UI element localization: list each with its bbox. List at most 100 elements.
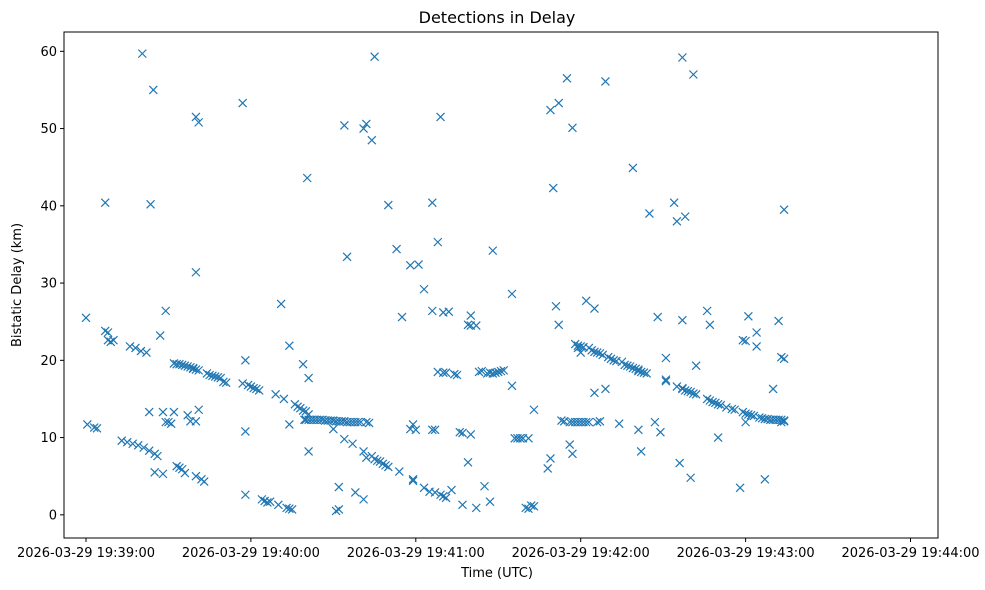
y-tick-label: 30	[40, 277, 57, 292]
data-point	[721, 403, 731, 412]
data-point	[100, 198, 110, 208]
data-point	[727, 404, 737, 414]
data-point	[172, 461, 182, 471]
data-point	[466, 311, 476, 320]
data-point	[590, 347, 599, 357]
data-point	[592, 348, 602, 358]
data-point	[650, 417, 660, 427]
data-point	[282, 503, 292, 513]
data-point	[194, 117, 204, 127]
data-point	[161, 306, 171, 316]
data-point	[466, 430, 476, 439]
data-point	[636, 447, 646, 456]
data-point	[741, 409, 751, 419]
data-point	[300, 415, 309, 425]
data-point	[677, 53, 687, 62]
data-point	[584, 417, 594, 427]
data-point	[590, 388, 599, 398]
data-point	[565, 440, 575, 449]
data-point	[191, 112, 201, 122]
data-point	[284, 420, 294, 429]
data-point	[169, 407, 179, 417]
data-point	[779, 354, 789, 364]
data-point	[485, 497, 495, 507]
data-point	[122, 437, 132, 447]
data-point	[463, 457, 473, 467]
data-point	[438, 491, 448, 501]
data-point	[191, 267, 201, 277]
data-point	[677, 315, 687, 325]
data-point	[238, 98, 248, 108]
data-point	[254, 386, 264, 395]
data-point	[488, 369, 498, 378]
data-point	[702, 394, 712, 404]
data-point	[158, 407, 168, 417]
data-point	[304, 447, 314, 456]
data-point	[708, 397, 718, 407]
data-point	[361, 417, 371, 427]
data-point	[776, 415, 786, 425]
data-point	[557, 416, 566, 426]
data-point	[240, 426, 250, 436]
data-point	[592, 417, 602, 427]
data-point	[581, 296, 591, 306]
data-point	[109, 335, 118, 345]
data-point	[438, 368, 448, 378]
data-point	[458, 428, 467, 438]
data-point	[194, 365, 204, 375]
data-point	[623, 361, 632, 371]
data-point	[427, 306, 437, 316]
data-point	[447, 485, 456, 495]
data-point	[515, 433, 525, 443]
data-point	[186, 362, 195, 372]
data-point	[136, 346, 146, 356]
data-point	[177, 464, 187, 474]
data-point	[590, 304, 599, 313]
data-point	[82, 420, 92, 429]
data-point	[334, 504, 344, 514]
x-axis: 2026-03-29 19:39:00 2026-03-29 19:40:00 20…	[17, 538, 980, 561]
data-point	[218, 377, 228, 387]
data-point	[243, 380, 253, 390]
data-point	[414, 260, 423, 269]
data-point	[496, 366, 506, 376]
data-point	[339, 434, 349, 444]
data-point	[361, 453, 371, 463]
data-point	[364, 418, 374, 428]
data-point	[221, 378, 231, 388]
data-point	[686, 473, 696, 483]
data-point	[491, 368, 500, 378]
data-point	[146, 199, 155, 209]
data-point	[716, 400, 726, 410]
data-point	[680, 386, 690, 395]
data-point	[524, 433, 533, 443]
data-point	[710, 398, 720, 408]
data-point	[279, 394, 289, 404]
x-tick-label: 2026-03-29 19:41:00	[347, 546, 485, 561]
data-point	[238, 379, 248, 388]
data-point	[125, 341, 135, 351]
data-point	[158, 469, 168, 479]
y-tick-label: 0	[49, 508, 57, 523]
data-point	[378, 459, 388, 469]
data-point	[568, 123, 577, 133]
data-point	[133, 440, 143, 450]
data-point	[350, 487, 360, 497]
data-point	[276, 299, 286, 309]
data-point	[677, 384, 687, 394]
data-point	[576, 341, 586, 351]
data-point	[628, 363, 638, 373]
data-point	[183, 410, 193, 420]
x-tick-label: 2026-03-29 19:42:00	[512, 546, 650, 561]
data-point	[433, 237, 443, 247]
data-point	[661, 353, 671, 363]
data-point	[768, 384, 778, 394]
data-point	[546, 454, 555, 463]
data-point	[507, 289, 517, 299]
data-point	[661, 375, 671, 385]
data-point	[381, 460, 390, 470]
data-point	[436, 112, 445, 122]
data-point	[779, 416, 789, 426]
data-point	[529, 405, 539, 415]
